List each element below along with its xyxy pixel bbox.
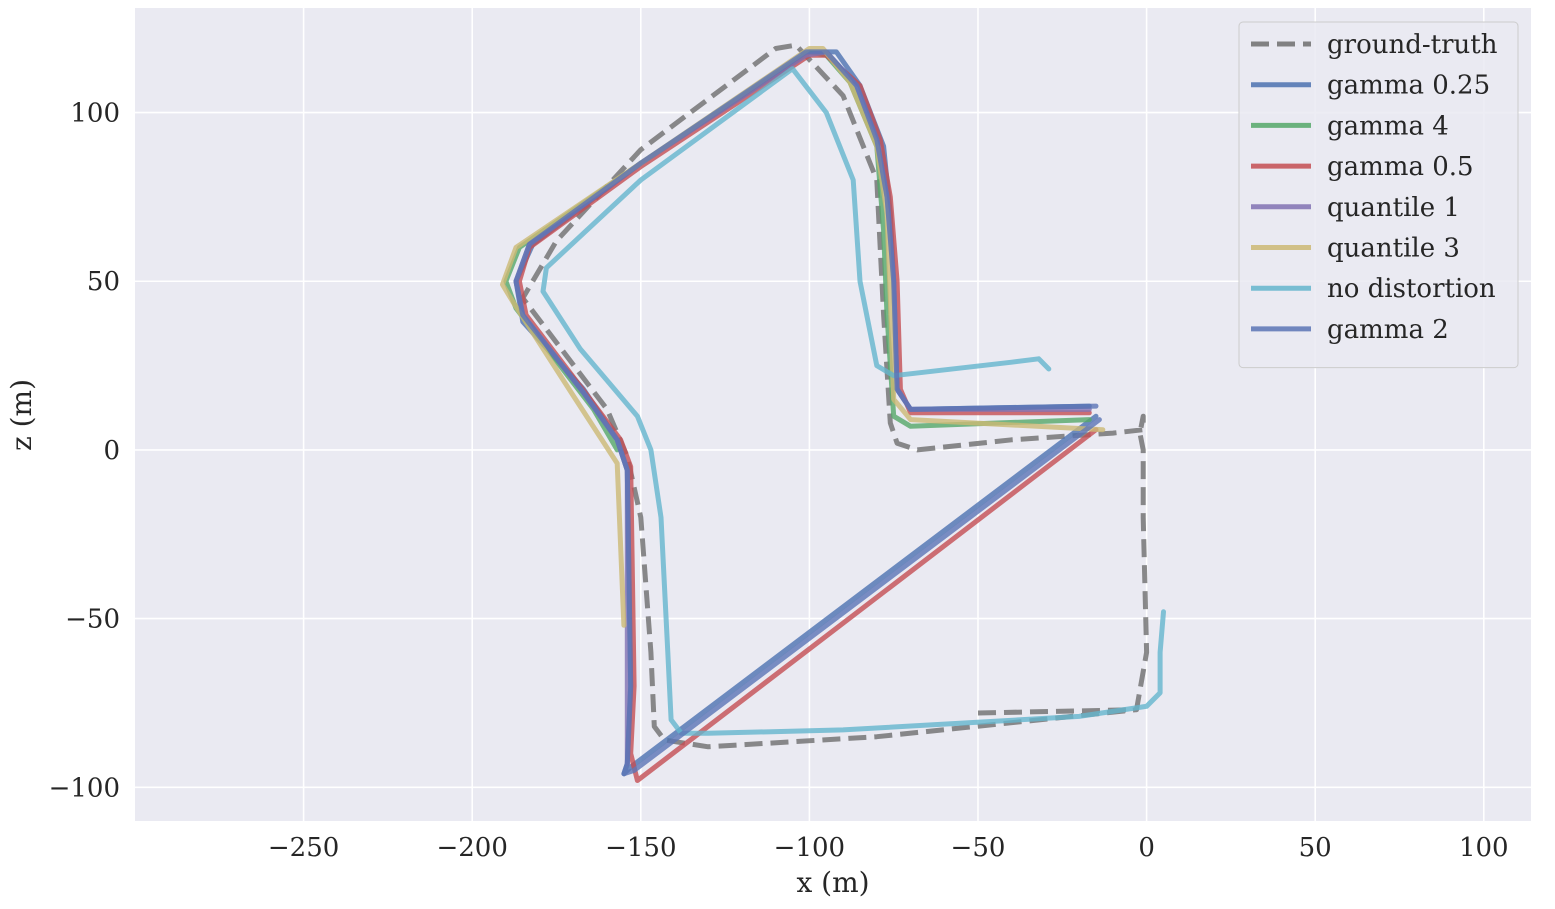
legend-label: gamma 4	[1327, 111, 1449, 141]
y-tick-label: −50	[65, 605, 120, 635]
x-tick-label: 50	[1299, 833, 1332, 863]
x-tick-label: −150	[605, 833, 676, 863]
y-tick-label: 100	[70, 99, 120, 129]
series-line-quantile-3	[500, 46, 1106, 628]
legend-label: gamma 0.5	[1327, 152, 1474, 182]
x-tick-label: 100	[1459, 833, 1509, 863]
legend-label: quantile 1	[1327, 193, 1460, 223]
x-tick-label: −200	[436, 833, 507, 863]
legend-label: quantile 3	[1327, 234, 1460, 264]
x-tick-label: −250	[268, 833, 339, 863]
series-group	[500, 42, 1166, 783]
series-line-ground-truth	[520, 42, 1150, 750]
x-tick-label: 0	[1138, 833, 1155, 863]
series-line-gamma-0-5	[516, 52, 1099, 783]
y-tick-label: 0	[103, 436, 120, 466]
legend-frame	[1238, 21, 1519, 369]
x-axis-label: x (m)	[796, 866, 869, 899]
legend-label: gamma 0.25	[1327, 71, 1490, 101]
series-line-gamma-2	[513, 49, 1102, 777]
y-tick-label: 50	[87, 267, 120, 297]
y-axis-label: z (m)	[5, 379, 38, 451]
legend-label: ground-truth	[1327, 30, 1498, 60]
series-line-no-distortion	[540, 66, 1166, 736]
x-tick-label: −50	[951, 833, 1006, 863]
legend-label: no distortion	[1327, 274, 1496, 304]
y-tick-label: −100	[49, 773, 120, 803]
tick-labels: −250 −200 −150 −100 −50 0 50 100 −100 −50 0 50 100	[49, 99, 1509, 863]
legend: ground-truth gamma 0.25 gamma 4 gamma 0.5 qu…	[1238, 21, 1519, 369]
legend-label: gamma 2	[1327, 315, 1449, 345]
x-tick-label: −100	[774, 833, 845, 863]
